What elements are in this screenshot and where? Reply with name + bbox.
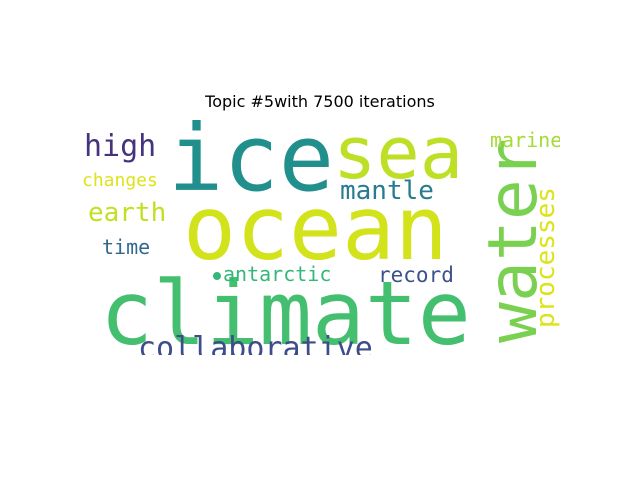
word-high: high (84, 129, 157, 164)
word-time: time (102, 235, 151, 259)
chart-title: Topic #5with 7500 iterations (205, 92, 435, 111)
dot-mark (213, 272, 221, 280)
word-marine: marine (490, 128, 560, 152)
word-cloud: ice sea ocean water climate high mantle … (80, 115, 560, 355)
word-collaborative: collaborative (138, 331, 373, 356)
word-mantle: mantle (340, 176, 434, 206)
word-processes: processes (531, 187, 560, 328)
word-antarctic: antarctic (223, 262, 332, 286)
word-climate: climate (100, 262, 471, 356)
word-changes: changes (82, 170, 158, 191)
word-record: record (378, 263, 454, 287)
word-ocean: ocean (183, 177, 448, 280)
word-earth: earth (88, 198, 167, 228)
word-sea: sea (333, 115, 464, 195)
word-ice: ice (168, 115, 335, 212)
